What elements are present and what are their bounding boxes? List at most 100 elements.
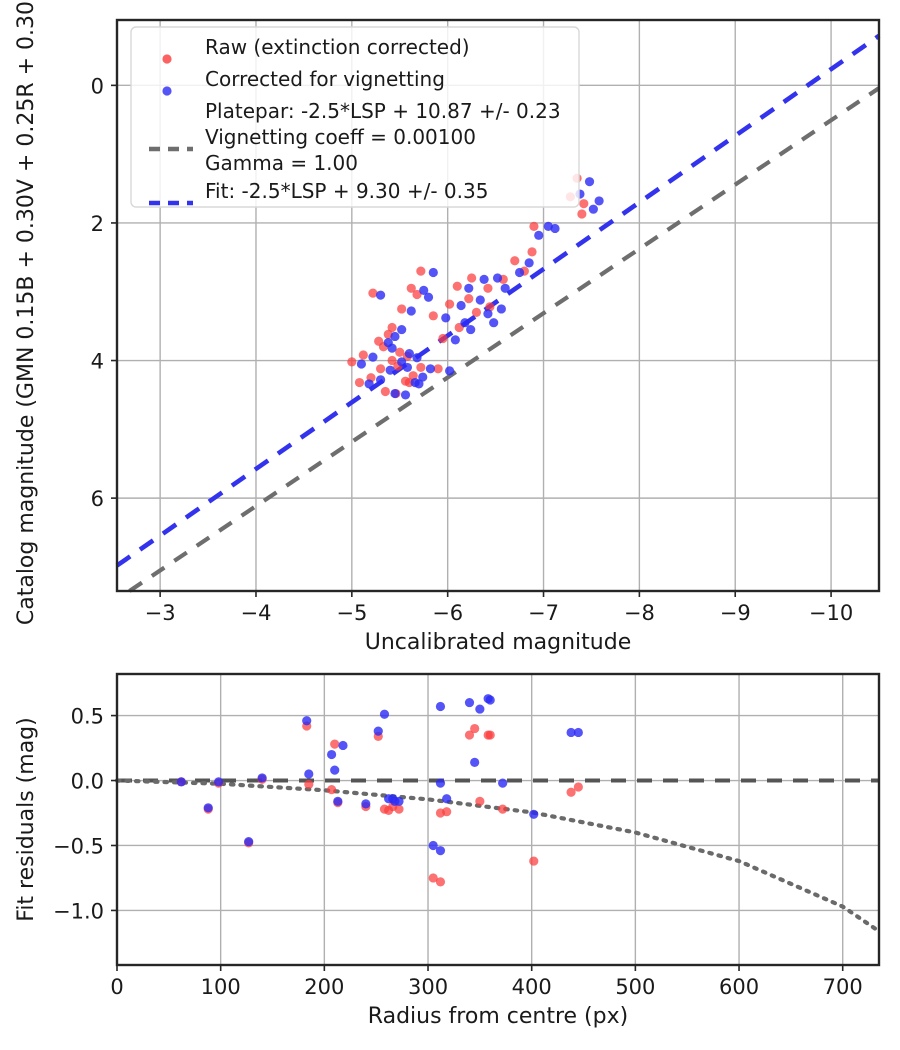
data-point: [397, 304, 407, 314]
data-point: [467, 273, 477, 283]
data-point: [214, 777, 224, 787]
data-point: [442, 794, 452, 804]
data-point: [356, 359, 367, 369]
data-point: [416, 266, 426, 276]
data-point: [498, 804, 508, 814]
data-point: [464, 283, 474, 293]
data-point: [330, 739, 340, 749]
data-point: [385, 365, 395, 375]
data-point: [419, 285, 429, 295]
legend-entry: Corrected for vignetting: [162, 67, 445, 96]
data-point: [475, 796, 485, 806]
data-point: [566, 787, 576, 797]
data-point: [394, 804, 404, 814]
data-point: [428, 840, 438, 851]
data-point: [425, 364, 436, 374]
lower-plot-fit-residuals: 0 100 200 300 400 500 600 700 0.5 0.0 −0.5 −1.0 Radi…: [14, 672, 882, 1029]
ytick-label: −0.5: [53, 834, 104, 858]
data-point: [418, 372, 428, 382]
data-point: [375, 375, 386, 385]
xtick-label: −8: [624, 601, 655, 625]
data-point: [379, 709, 390, 719]
xtick-label: 300: [408, 975, 448, 999]
data-point: [464, 697, 475, 708]
data-point: [364, 379, 374, 389]
legend-label: Corrected for vignetting: [205, 67, 445, 91]
data-point: [450, 335, 460, 345]
data-point: [485, 695, 495, 705]
legend-marker-point: [162, 86, 172, 96]
data-point: [524, 258, 534, 268]
data-point: [395, 347, 405, 357]
data-point: [466, 324, 476, 335]
ytick-label: 0.0: [71, 770, 104, 794]
data-point: [573, 782, 583, 792]
legend-label: Gamma = 1.00: [205, 151, 358, 175]
data-point: [428, 311, 438, 321]
upper-plot-ylabel: Catalog magnitude (GMN 0.15B + 0.30V + 0…: [14, 0, 39, 625]
data-point: [442, 807, 452, 817]
data-point: [444, 366, 455, 376]
data-point: [500, 283, 510, 293]
data-point: [330, 765, 340, 775]
data-point: [416, 362, 426, 373]
lower-plot-ticks: 0 100 200 300 400 500 600 700 0.5 0.0 −0.5 −1.0: [53, 705, 863, 999]
data-point: [338, 740, 348, 751]
legend-entry: Fit: -2.5*LSP + 9.30 +/- 0.35: [149, 179, 488, 206]
lower-plot-ylabel: Fit residuals (mag): [14, 717, 39, 921]
data-point: [361, 799, 371, 809]
data-point: [203, 803, 213, 813]
xtick-label: 200: [304, 975, 344, 999]
trend-line-fit: [115, 33, 881, 568]
data-point: [423, 292, 434, 302]
legend-label: Vignetting coeff = 0.00100: [205, 125, 476, 149]
ytick-label: 6: [91, 487, 104, 511]
data-point: [435, 877, 446, 887]
data-point: [529, 809, 539, 819]
data-point: [433, 364, 443, 374]
data-point: [387, 322, 397, 333]
data-point: [464, 730, 475, 740]
xtick-label: 500: [615, 975, 655, 999]
data-point: [577, 209, 587, 219]
upper-plot-photometric-calibration: −3 −4 −5 −6 −7 −8 −9 −10 0 2 4 6 Uncalibrated magnit…: [14, 0, 881, 655]
upper-plot-lines: [115, 33, 881, 593]
data-point: [390, 331, 400, 342]
data-point: [435, 701, 446, 712]
xtick-label: 600: [719, 975, 759, 999]
data-point: [257, 773, 267, 783]
series-corrected-residuals: [176, 694, 583, 856]
data-point: [390, 796, 400, 806]
data-point: [390, 388, 400, 399]
data-point: [489, 318, 499, 328]
ytick-label: 0.5: [71, 705, 104, 729]
data-point: [347, 357, 357, 367]
data-point: [406, 306, 416, 316]
legend-label: Platepar: -2.5*LSP + 10.87 +/- 0.23: [205, 99, 561, 123]
data-point: [529, 221, 539, 231]
upper-plot-frame: [115, 18, 881, 593]
data-point: [435, 846, 446, 856]
data-point: [470, 723, 480, 734]
data-point: [302, 716, 312, 726]
data-point: [441, 313, 451, 323]
data-point: [404, 349, 414, 359]
data-point: [475, 704, 485, 714]
data-point: [483, 283, 493, 293]
data-point: [333, 796, 343, 806]
xtick-label: 0: [110, 975, 123, 999]
data-point: [479, 274, 489, 284]
data-point: [498, 778, 508, 788]
data-point: [594, 196, 604, 206]
data-point: [304, 779, 314, 790]
data-point: [375, 290, 386, 300]
lower-plot-frame: [115, 672, 881, 967]
data-point: [358, 350, 368, 360]
data-point: [492, 273, 503, 283]
data-point: [460, 318, 470, 328]
data-point: [510, 256, 520, 266]
xtick-label: −6: [432, 601, 463, 625]
xtick-label: −7: [528, 601, 559, 625]
data-point: [566, 727, 576, 738]
